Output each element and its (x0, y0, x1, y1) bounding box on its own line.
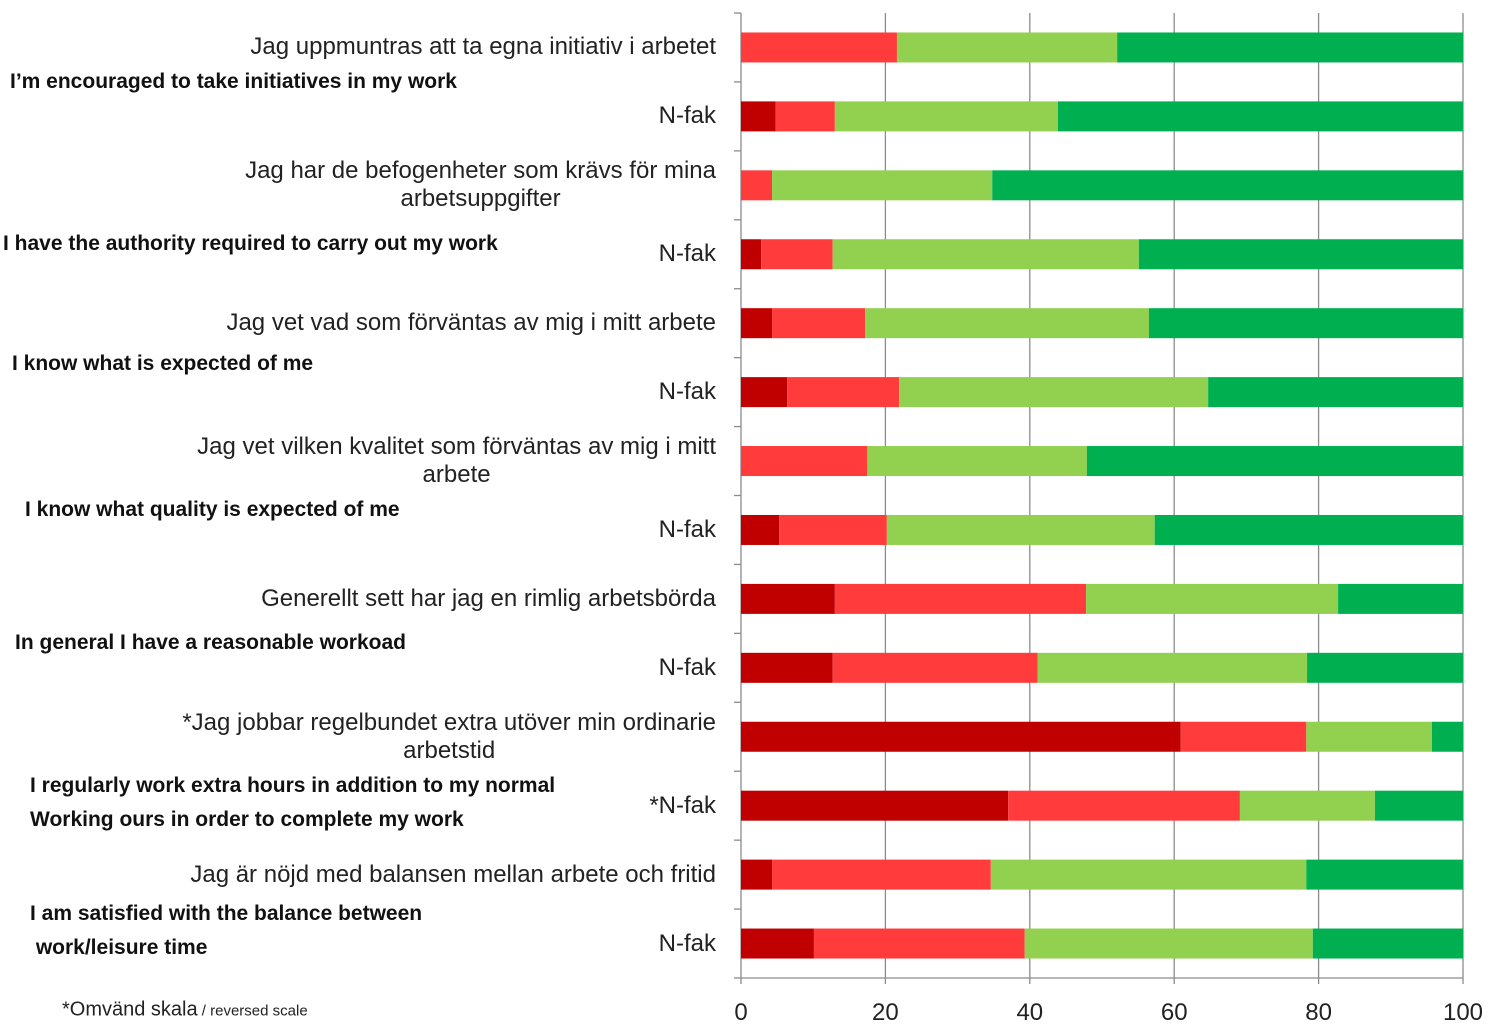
bar-segment (886, 514, 1155, 545)
bar-segment (1008, 790, 1240, 821)
bar-segment (741, 583, 835, 614)
category-label: Jag vet vad som förväntas av mig i mitt … (226, 309, 716, 337)
bar-segment (834, 583, 1087, 614)
bar-segment (992, 170, 1463, 201)
bar-segment (1306, 859, 1463, 890)
bar-segment (741, 928, 814, 959)
bar-segment (1180, 721, 1307, 752)
category-label: Generellt sett har jag en rimlig arbetsb… (261, 584, 716, 612)
category-label: N-fak (658, 240, 716, 268)
category-label: Jag är nöjd med balansen mellan arbete o… (190, 860, 716, 888)
x-tick-label: 80 (1305, 999, 1332, 1026)
bar-segment (1024, 928, 1313, 959)
bar-segment (1138, 239, 1463, 270)
bar-segment (741, 652, 833, 683)
bar-segment (741, 32, 897, 63)
x-tick-label: 100 (1443, 999, 1483, 1026)
bar-segment (1086, 583, 1339, 614)
category-label: N-fak (658, 929, 716, 957)
bar-segment (896, 32, 1118, 63)
bar-segment (1057, 101, 1463, 132)
x-tick-label: 60 (1161, 999, 1188, 1026)
bar-segment (1306, 721, 1432, 752)
bar-segment (1208, 377, 1463, 408)
bar-segment (741, 101, 776, 132)
bar-segment (1037, 652, 1308, 683)
bar-segment (741, 377, 788, 408)
bar-segment (990, 859, 1307, 890)
bar-segment (832, 652, 1038, 683)
bar-segment (761, 239, 833, 270)
bar-segment (741, 446, 868, 477)
bar-segment (1117, 32, 1463, 63)
category-label: Jag vet vilken kvalitet som förväntas av… (197, 433, 716, 489)
bar-segment (741, 721, 1181, 752)
bar-segment (775, 101, 835, 132)
bar-segment (741, 514, 780, 545)
bar-segment (1086, 446, 1463, 477)
category-label: N-fak (658, 378, 716, 406)
bar-segment (741, 239, 762, 270)
x-tick-label: 0 (734, 999, 747, 1026)
bar-segment (1148, 308, 1463, 339)
bar-segment (1431, 721, 1463, 752)
bar-segment (1154, 514, 1463, 545)
footnote: *Omvänd skala / reversed scale (62, 999, 308, 1022)
bar-segment (899, 377, 1209, 408)
bar-segment (1374, 790, 1463, 821)
annotation: I know what is expected of me (12, 352, 314, 375)
bar-segment (741, 170, 773, 201)
x-tick-label: 40 (1016, 999, 1043, 1026)
bar-segment (1239, 790, 1375, 821)
bar-segment (779, 514, 887, 545)
annotation: I know what quality is expected of me (25, 498, 400, 521)
bar-segment (1338, 583, 1463, 614)
category-label: Jag har de befogenheter som krävs för mi… (245, 157, 716, 213)
footnote-sub: / reversed scale (197, 1002, 308, 1020)
x-tick-label: 20 (872, 999, 899, 1026)
bar-segment (813, 928, 1025, 959)
category-label: N-fak (658, 102, 716, 130)
annotation: I have the authority required to carry o… (3, 232, 498, 255)
category-label: N-fak (658, 653, 716, 681)
annotation: I am satisfied with the balance between … (30, 902, 423, 959)
category-label: *Jag jobbar regelbundet extra utöver min… (182, 708, 716, 764)
bar-segment (832, 239, 1139, 270)
bar-segment (741, 790, 1009, 821)
annotation: In general I have a reasonable workoad (15, 631, 406, 654)
bar-segment (1307, 652, 1463, 683)
bar-segment (772, 308, 866, 339)
bar-segment (741, 859, 773, 890)
category-label: Jag uppmuntras att ta egna initiativ i a… (250, 33, 716, 61)
bar-segment (772, 859, 991, 890)
annotation: I’m encouraged to take initiatives in my… (10, 70, 457, 93)
bar-segment (772, 170, 993, 201)
bar-segment (1312, 928, 1463, 959)
category-label: *N-fak (649, 791, 716, 819)
bar-segment (741, 308, 773, 339)
category-label: N-fak (658, 515, 716, 543)
bar-segment (834, 101, 1058, 132)
bar-segment (865, 308, 1149, 339)
annotation: I regularly work extra hours in addition… (30, 774, 556, 831)
bar-segment (867, 446, 1087, 477)
footnote-main: *Omvänd skala (62, 998, 198, 1021)
bar-segment (787, 377, 900, 408)
